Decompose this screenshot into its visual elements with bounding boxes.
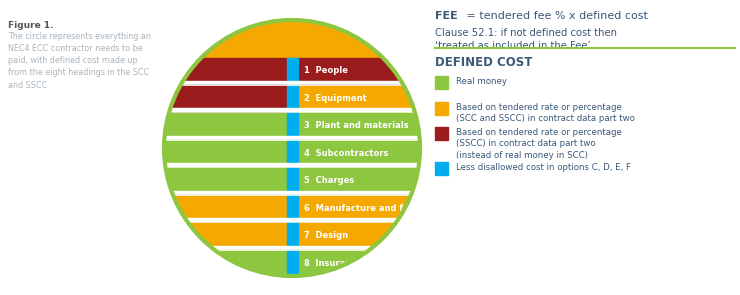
Bar (286, 196, 297, 221)
Bar (286, 58, 297, 83)
Bar (164, 251, 286, 276)
Bar (297, 86, 420, 111)
Bar (435, 162, 448, 175)
Text: = tendered fee % x defined cost: = tendered fee % x defined cost (463, 11, 648, 21)
Text: 8  Insurance: 8 Insurance (303, 259, 362, 268)
Bar (164, 81, 420, 83)
Bar (286, 141, 297, 166)
Text: 2  Equipment: 2 Equipment (303, 94, 366, 103)
Bar (297, 196, 420, 221)
Bar (297, 168, 420, 194)
Bar (435, 127, 448, 140)
Text: DEFINED COST: DEFINED COST (435, 56, 532, 69)
Bar (286, 251, 297, 276)
Text: Real money: Real money (456, 77, 507, 86)
Bar (435, 76, 448, 89)
Bar (164, 58, 286, 83)
Text: Figure 1.: Figure 1. (8, 21, 53, 30)
Bar (297, 58, 420, 83)
Bar (435, 102, 448, 115)
Bar (164, 196, 286, 221)
Bar (164, 136, 420, 138)
Bar (164, 168, 286, 194)
Text: Less disallowed cost in options C, D, E, F: Less disallowed cost in options C, D, E,… (456, 163, 631, 172)
Bar (164, 113, 286, 138)
Bar (297, 113, 420, 138)
Bar (164, 163, 420, 166)
Bar (164, 141, 286, 166)
Bar (286, 86, 297, 111)
Bar (297, 141, 420, 166)
Text: Clause 52.1: if not defined cost then
‘treated as included in the Fee’: Clause 52.1: if not defined cost then ‘t… (435, 28, 617, 51)
Text: 4  Subcontractors: 4 Subcontractors (303, 149, 388, 158)
Text: 7  Design: 7 Design (303, 232, 348, 240)
Text: Based on tendered rate or percentage
(SSCC) in contract data part two
(instead o: Based on tendered rate or percentage (SS… (456, 128, 622, 160)
Bar (164, 191, 420, 194)
Text: The circle represents everything an
NEC4 ECC contractor needs to be
paid, with d: The circle represents everything an NEC4… (8, 32, 151, 90)
Bar (297, 251, 420, 276)
Text: 1  People: 1 People (303, 66, 348, 76)
Bar (164, 219, 420, 221)
Text: FEE: FEE (435, 11, 458, 21)
Text: 3  Plant and materials: 3 Plant and materials (303, 122, 408, 130)
Text: Based on tendered rate or percentage
(SCC and SSCC) in contract data part two: Based on tendered rate or percentage (SC… (456, 103, 635, 123)
Bar (164, 109, 420, 111)
Bar (286, 168, 297, 194)
Text: 6  Manufacture and fabrication: 6 Manufacture and fabrication (303, 204, 451, 213)
Bar (297, 224, 420, 248)
Bar (164, 86, 286, 111)
Bar (286, 224, 297, 248)
Text: 5  Charges: 5 Charges (303, 176, 354, 186)
Bar (286, 113, 297, 138)
Bar (164, 224, 286, 248)
Bar (164, 20, 420, 58)
Bar (164, 246, 420, 248)
